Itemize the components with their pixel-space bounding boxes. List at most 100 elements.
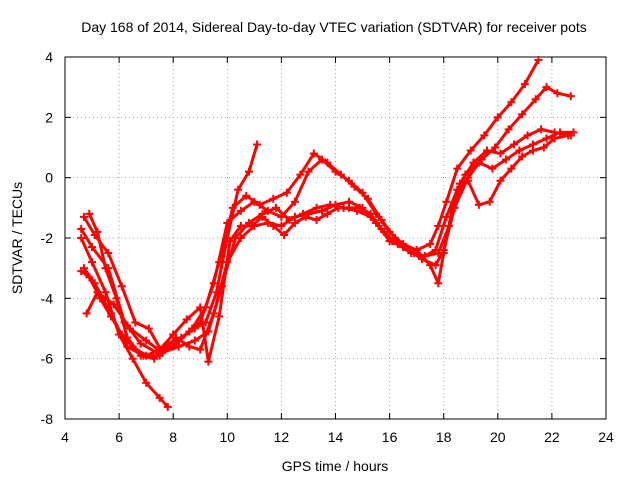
data-point (125, 324, 134, 333)
data-point (128, 354, 137, 363)
data-point (104, 249, 113, 258)
data-point (317, 206, 326, 215)
data-point (131, 318, 140, 327)
data-point (542, 83, 551, 92)
data-series (77, 56, 578, 411)
y-tick-label: -2 (41, 230, 54, 246)
data-point (277, 221, 286, 230)
x-tick-label: 20 (490, 429, 506, 445)
data-point (93, 227, 102, 236)
data-point (507, 164, 516, 173)
y-tick-label: 4 (45, 49, 53, 65)
data-point (244, 167, 253, 176)
data-point (290, 197, 299, 206)
data-point (312, 215, 321, 224)
data-point (117, 330, 126, 339)
data-point (518, 110, 527, 119)
data-point (304, 167, 313, 176)
data-point (269, 221, 278, 230)
data-point (539, 143, 548, 152)
data-point (528, 146, 537, 155)
data-point (117, 282, 126, 291)
data-point (537, 125, 546, 134)
data-point (542, 134, 551, 143)
data-point (461, 170, 470, 179)
data-point (85, 209, 94, 218)
data-point (453, 164, 462, 173)
data-point (496, 149, 505, 158)
data-point (226, 237, 235, 246)
data-point (77, 267, 86, 276)
data-point (142, 351, 151, 360)
data-point (323, 209, 332, 218)
data-point (518, 152, 527, 161)
data-point (190, 324, 199, 333)
data-point (128, 342, 137, 351)
data-point (431, 246, 440, 255)
data-point (377, 215, 386, 224)
data-point (556, 128, 565, 137)
data-point (434, 279, 443, 288)
data-point (409, 249, 418, 258)
y-tick-label: 0 (45, 170, 53, 186)
data-point (399, 243, 408, 252)
data-point (474, 158, 483, 167)
data-point (520, 80, 529, 89)
data-point (190, 336, 199, 345)
data-point (96, 294, 105, 303)
data-point (236, 221, 245, 230)
data-point (550, 134, 559, 143)
data-point (280, 230, 289, 239)
data-point (196, 345, 205, 354)
data-point (336, 170, 345, 179)
data-point (101, 264, 110, 273)
data-point (553, 89, 562, 98)
data-point (534, 56, 543, 65)
data-point (564, 131, 573, 140)
data-point (253, 140, 262, 149)
x-tick-label: 22 (544, 429, 560, 445)
data-point (77, 224, 86, 233)
data-point (112, 294, 121, 303)
data-point (163, 402, 172, 411)
y-tick-label: -4 (41, 290, 54, 306)
data-point (204, 357, 213, 366)
data-point (142, 378, 151, 387)
data-point (106, 312, 115, 321)
data-point (290, 218, 299, 227)
chart-title: Day 168 of 2014, Sidereal Day-to-day VTE… (81, 19, 587, 35)
data-point (215, 312, 224, 321)
data-point (296, 170, 305, 179)
data-point (442, 197, 451, 206)
data-point (566, 92, 575, 101)
data-point (504, 125, 513, 134)
data-point (77, 234, 86, 242)
x-tick-label: 8 (169, 429, 177, 445)
data-point (301, 212, 310, 221)
data-point (488, 164, 497, 173)
data-point (177, 333, 186, 342)
y-axis-tick-labels: -8 -6 -4 -2 0 2 4 (41, 49, 54, 427)
data-point (234, 185, 243, 194)
data-point (482, 146, 491, 155)
data-point (434, 221, 443, 230)
data-point (196, 303, 205, 312)
x-tick-label: 24 (598, 429, 614, 445)
data-point (442, 212, 451, 221)
data-point (491, 143, 500, 152)
data-point (350, 182, 359, 191)
series-line (79, 58, 540, 355)
data-point (523, 131, 532, 140)
data-point (312, 203, 321, 212)
axis-ticks (64, 56, 607, 420)
data-point (496, 176, 505, 185)
series-track-4 (82, 125, 575, 357)
data-point (426, 261, 435, 270)
data-point (531, 95, 540, 104)
data-point (569, 128, 578, 137)
data-point (88, 258, 97, 267)
data-point (334, 203, 343, 212)
data-point (88, 243, 97, 252)
x-axis-tick-labels: 4 6 8 10 12 14 16 18 20 22 24 (61, 429, 614, 445)
